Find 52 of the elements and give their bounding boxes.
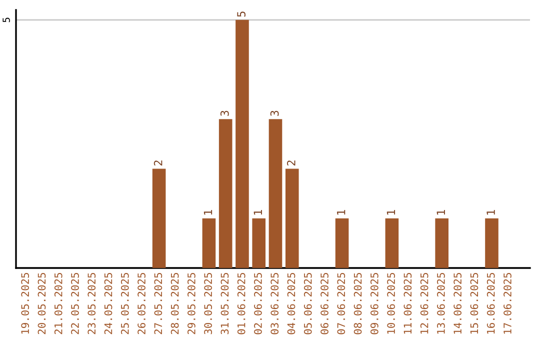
x-tick-label: 06.06.2025 <box>320 273 328 334</box>
data-label: 1 <box>486 210 495 215</box>
bar <box>152 168 166 268</box>
bar <box>218 119 232 268</box>
x-tick-label: 20.05.2025 <box>38 273 46 334</box>
x-tick-label: 12.06.2025 <box>420 273 428 334</box>
x-tick-label: 22.05.2025 <box>71 273 79 334</box>
x-tick-label: 07.06.2025 <box>337 273 346 334</box>
data-label: 1 <box>386 210 396 215</box>
data-label: 1 <box>436 210 445 215</box>
x-tick-label: 08.06.2025 <box>354 273 362 334</box>
x-tick-label: 09.06.2025 <box>370 273 378 334</box>
x-tick-label: 21.05.2025 <box>54 273 62 334</box>
x-tick-label: 27.05.2025 <box>154 273 162 334</box>
x-tick-label: 23.05.2025 <box>88 273 96 334</box>
x-tick-label: 29.05.2025 <box>187 273 196 334</box>
x-tick-label: 30.05.2025 <box>204 273 212 334</box>
bar <box>485 218 498 268</box>
bar <box>435 218 448 268</box>
x-tick-label: 14.06.2025 <box>454 273 462 334</box>
bar <box>335 218 349 268</box>
x-tick-label: 15.06.2025 <box>470 273 478 334</box>
x-tick-label: 02.06.2025 <box>254 273 262 334</box>
bar <box>268 119 282 268</box>
bar <box>285 168 299 268</box>
bar <box>252 218 266 268</box>
x-tick-label: 31.05.2025 <box>220 273 229 334</box>
x-tick-label: 01.06.2025 <box>237 273 246 334</box>
data-label: 2 <box>154 160 162 166</box>
data-label: 2 <box>286 160 296 166</box>
x-tick-label: 17.06.2025 <box>504 273 512 334</box>
x-tick-label: 03.06.2025 <box>270 273 279 334</box>
x-tick-label: 26.05.2025 <box>138 273 146 334</box>
data-label: 1 <box>337 210 346 215</box>
x-tick-label: 10.06.2025 <box>387 273 395 334</box>
x-tick-label: 05.06.2025 <box>304 273 312 334</box>
x-tick-label: 04.06.2025 <box>287 273 296 334</box>
data-label: 5 <box>237 12 246 17</box>
data-label: 3 <box>220 110 229 116</box>
x-tick-label: 24.05.2025 <box>104 273 112 334</box>
x-tick-label: 28.05.2025 <box>170 273 179 334</box>
data-label: 3 <box>270 110 279 116</box>
data-label: 1 <box>204 210 212 215</box>
x-tick-label: 25.05.2025 <box>120 273 129 334</box>
x-tick-label: 13.06.2025 <box>437 273 445 334</box>
bar <box>236 20 249 268</box>
x-tick-label: 16.06.2025 <box>486 273 495 334</box>
bar <box>385 218 399 268</box>
data-label: 1 <box>254 210 262 215</box>
x-tick-label: 11.06.2025 <box>404 273 412 334</box>
x-tick-label: 19.05.2025 <box>21 273 30 334</box>
bar <box>202 218 216 268</box>
